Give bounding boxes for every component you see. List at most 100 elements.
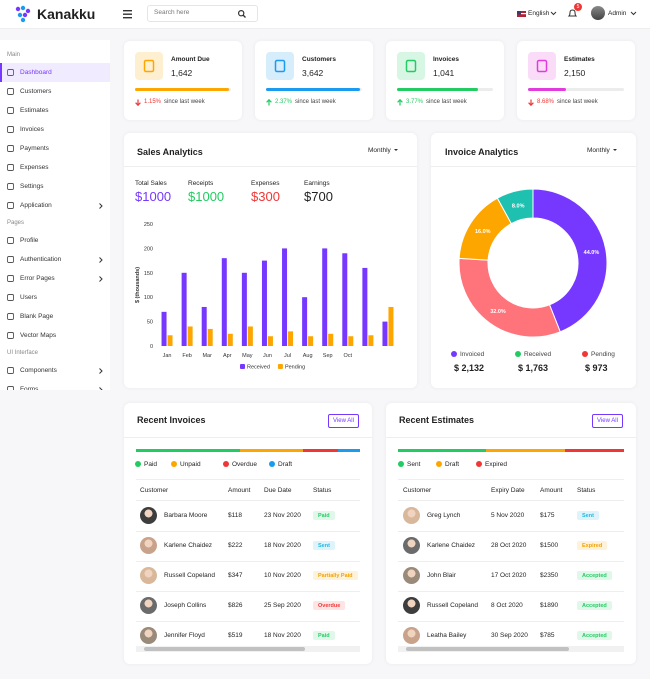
- stat-title: Amount Due: [171, 56, 210, 63]
- nav-label: Users: [20, 294, 37, 301]
- nav-icon: [7, 386, 14, 390]
- nav-icon-shape: [7, 367, 14, 374]
- scrollbar-thumb[interactable]: [406, 647, 569, 651]
- legend-value: $ 973: [585, 363, 608, 373]
- stat-card: Amount Due 1,642 1.15% since last week: [124, 41, 242, 120]
- status-bar-segment: [486, 449, 566, 452]
- view-all-button[interactable]: View All: [328, 414, 359, 428]
- legend-value: $ 2,132: [454, 363, 485, 373]
- chevron-line: [550, 11, 557, 16]
- nav-icon: [7, 164, 14, 171]
- y-tick-label: 200: [144, 246, 153, 252]
- nav-item[interactable]: Components: [0, 361, 110, 380]
- nav-item[interactable]: Error Pages: [0, 269, 110, 288]
- table-cell: 5 Nov 2020: [491, 512, 525, 519]
- nav-item[interactable]: Payments: [0, 139, 110, 158]
- nav-icon: [7, 202, 14, 209]
- nav-item[interactable]: Settings: [0, 177, 110, 196]
- period-dropdown[interactable]: Monthly: [368, 147, 398, 154]
- nav-item[interactable]: Forms: [0, 380, 110, 390]
- section-title: Main: [7, 52, 21, 58]
- column-header: Customer: [403, 487, 432, 494]
- nav-icon: [7, 256, 14, 263]
- summary-label: Earnings: [304, 180, 330, 187]
- row-divider: [136, 621, 360, 622]
- view-all-button[interactable]: View All: [592, 414, 623, 428]
- stat-title: Estimates: [564, 56, 595, 63]
- bar: [362, 267, 368, 346]
- stat-change: 1.15%: [144, 99, 162, 105]
- nav-item[interactable]: Vector Maps: [0, 326, 110, 345]
- sidebar: Main Dashboard Customers Estimates Invoices P…: [0, 40, 110, 390]
- donut-slice: [458, 257, 561, 338]
- nav-icon: [7, 313, 14, 320]
- stat-change: 2.37%: [275, 99, 293, 105]
- flag-canton: [517, 11, 521, 15]
- bar: [368, 335, 374, 346]
- nav-label: Components: [20, 367, 57, 374]
- trend-arrow: [135, 99, 141, 107]
- x-tick-label: Jan: [163, 353, 172, 359]
- nav-item[interactable]: Expenses: [0, 158, 110, 177]
- stat-value: 3,642: [302, 68, 324, 78]
- nav-item[interactable]: Application: [0, 196, 110, 215]
- y-axis-label: $ (thousands): [135, 267, 141, 303]
- status-badge: Sent: [577, 511, 599, 520]
- stat-icon: [397, 52, 425, 80]
- status-bar-segment: [136, 449, 241, 452]
- trend-arrow-shape: [397, 98, 403, 106]
- nav-item[interactable]: Profile: [0, 231, 110, 250]
- search-box[interactable]: Search here: [147, 5, 258, 22]
- customer-name: Leatha Bailey: [427, 632, 467, 639]
- slice-label: 8.0%: [512, 203, 525, 209]
- status-badge: Paid: [313, 511, 335, 520]
- stat-icon-shape: [536, 59, 548, 73]
- trend-arrow-shape: [528, 99, 534, 107]
- nav-item[interactable]: Estimates: [0, 101, 110, 120]
- nav-item[interactable]: Dashboard: [0, 63, 110, 82]
- submenu-arrow: [99, 257, 103, 263]
- summary-value: $1000: [188, 189, 225, 204]
- table-cell: $222: [228, 542, 243, 549]
- nav-icon: [7, 367, 14, 374]
- recent-invoices-card: Recent Invoices View All Paid Unpaid Overdue…: [124, 403, 372, 664]
- stat-change-line: 1.15% since last week: [144, 99, 205, 105]
- search-handle: [242, 14, 246, 18]
- nav-item[interactable]: Users: [0, 288, 110, 307]
- legend-label: Expired: [485, 461, 508, 468]
- nav-icon-shape: [7, 164, 14, 171]
- legend-label: Received: [247, 365, 270, 371]
- table-cell: $2350: [540, 572, 559, 579]
- legend-label: Paid: [144, 461, 158, 468]
- table-cell: 17 Oct 2020: [491, 572, 527, 579]
- table-cell: 23 Nov 2020: [264, 512, 301, 519]
- period-dropdown[interactable]: Monthly: [587, 147, 617, 154]
- nav-item[interactable]: Customers: [0, 82, 110, 101]
- nav-icon: [7, 107, 14, 114]
- nav-icon-shape: [7, 313, 14, 320]
- bar: [388, 306, 394, 346]
- nav-item[interactable]: Blank Page: [0, 307, 110, 326]
- submenu-arrow: [99, 203, 103, 209]
- table-cell: $519: [228, 632, 243, 639]
- nav-item[interactable]: Authentication: [0, 250, 110, 269]
- section-title: Pages: [7, 220, 25, 226]
- customer-avatar: [140, 597, 157, 614]
- column-header: Due Date: [264, 487, 292, 494]
- customer-name: Russell Copeland: [427, 602, 478, 609]
- arrow-line: [99, 276, 103, 282]
- slice-label: 32.0%: [490, 309, 506, 315]
- column-header: Expiry Date: [491, 487, 525, 494]
- status-bar-segment: [240, 449, 303, 452]
- menu-toggle[interactable]: [123, 10, 133, 19]
- nav-label: Profile: [20, 237, 39, 244]
- summary-label: Receipts: [188, 180, 214, 187]
- table-cell: $1890: [540, 602, 559, 609]
- nav-item[interactable]: Invoices: [0, 120, 110, 139]
- summary-value: $300: [251, 189, 280, 204]
- scrollbar-thumb[interactable]: [144, 647, 306, 651]
- legend-dot: [476, 461, 482, 467]
- summary-value: $700: [304, 189, 333, 204]
- customer-avatar: [403, 537, 420, 554]
- status-badge: Paid: [313, 631, 335, 640]
